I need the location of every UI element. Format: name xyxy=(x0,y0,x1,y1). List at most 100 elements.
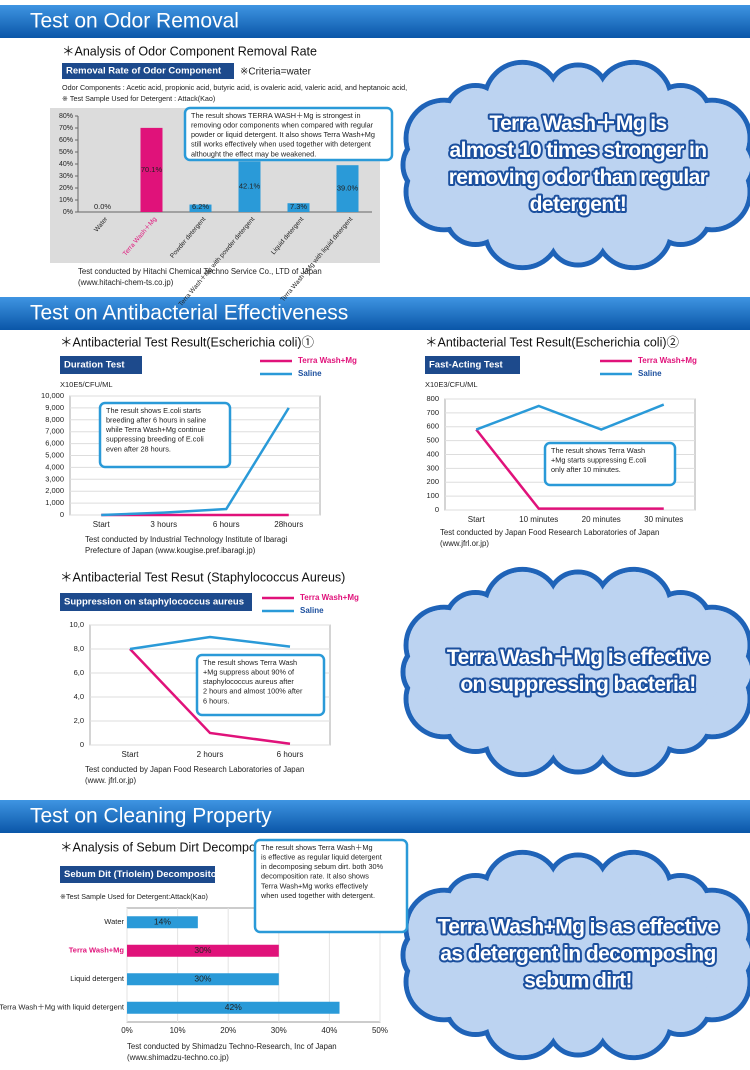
y-tick-label: 10,000 xyxy=(41,391,64,400)
y-tick-label: 3,000 xyxy=(45,474,64,483)
y-tick-label: 10,0 xyxy=(69,620,84,629)
value-label: 42.1% xyxy=(239,182,261,191)
source-text: Test conducted by Shimadzu Techno-Resear… xyxy=(127,1042,337,1051)
y-tick-label: 200 xyxy=(426,477,439,486)
cloud-text: almost 10 times stronger in xyxy=(450,139,707,162)
legend-label: Terra Wash+Mg xyxy=(638,356,697,365)
section-title: Test on Cleaning Property xyxy=(30,805,272,828)
y-tick-label: 70% xyxy=(59,125,73,132)
y-tick-label: 500 xyxy=(426,436,439,445)
source-text: Test conducted by Japan Food Research La… xyxy=(440,528,659,537)
bar xyxy=(189,204,212,212)
x-tick-label: 10 minutes xyxy=(519,515,558,524)
y-tick-label: 700 xyxy=(426,408,439,417)
chart-heading: ＊Antibacterial Test Result(Escherichia c… xyxy=(425,335,680,349)
annotation-text: suppressing breeding of E.coli xyxy=(106,435,204,444)
y-tick-label: 0% xyxy=(63,209,73,216)
criteria: ※Criteria=water xyxy=(240,67,312,78)
cloud xyxy=(400,849,750,1061)
series-line xyxy=(129,635,291,651)
x-tick-label: 30% xyxy=(271,1026,287,1035)
section-header xyxy=(0,297,750,330)
cloud xyxy=(400,59,750,271)
bar xyxy=(127,916,198,929)
x-tick-label: 0% xyxy=(121,1026,133,1035)
bar xyxy=(238,161,261,212)
x-tick-label: 6 hours xyxy=(277,750,304,759)
legend-label: Saline xyxy=(298,369,322,378)
chart-heading: ＊Analysis of Odor Component Removal Rate xyxy=(62,44,317,58)
y-tick-label: 20% xyxy=(59,185,73,192)
y-tick-label: 6,000 xyxy=(45,439,64,448)
y-tick-label: 40% xyxy=(59,161,73,168)
chart-label-box xyxy=(60,593,252,611)
note: ※ Test Sample Used for Detergent : Attac… xyxy=(62,94,215,103)
y-tick-label: 800 xyxy=(426,394,439,403)
annotation-text: The result shows Terra Wash xyxy=(551,446,645,455)
annotation-text: in decomposing sebum dirt. both 30% xyxy=(261,862,384,871)
annotation-text: Terra Wash+Mg works effectively xyxy=(261,881,368,890)
bar xyxy=(127,973,279,986)
legend-label: Terra Wash+Mg xyxy=(300,593,359,602)
y-tick-label: 50% xyxy=(59,149,73,156)
annotation-text: only after 10 minutes. xyxy=(551,465,621,474)
annotation-box xyxy=(98,401,232,469)
y-tick-label: 9,000 xyxy=(45,403,64,412)
x-tick-label: Start xyxy=(93,520,111,529)
value-label: 70.1% xyxy=(141,165,163,174)
x-tick-label: 2 hours xyxy=(197,750,224,759)
chart-label-box xyxy=(425,356,520,374)
annotation-text: althought the effect may be weakened. xyxy=(191,149,316,158)
cloud-text: sebum dirt! xyxy=(524,970,632,993)
annotation-text: removing odor components when compared w… xyxy=(191,121,374,130)
x-tick-label: 40% xyxy=(321,1026,337,1035)
note: Odor Components : Acetic acid, propionic… xyxy=(62,83,407,92)
chart-label: Suppression on staphylococcus aureus xyxy=(64,597,244,608)
bar xyxy=(336,165,359,212)
value-label: 0.0% xyxy=(94,202,111,211)
y-tick-label: 8,000 xyxy=(45,415,64,424)
source-text: Test conducted by Hitachi Chemical Techn… xyxy=(78,267,322,276)
cloud-text: as detergent in decomposing xyxy=(440,943,716,966)
annotation-box xyxy=(253,838,409,934)
y-tick-label: 2,0 xyxy=(74,716,84,725)
y-tick-label: 8,0 xyxy=(74,644,84,653)
cloud-body xyxy=(433,95,723,235)
cloud xyxy=(400,566,750,778)
chart-label: Fast-Acting Test xyxy=(429,360,504,371)
cloud-text: removing odor than regular xyxy=(449,166,708,189)
y-tick-label: 80% xyxy=(59,113,73,120)
category-label: Water xyxy=(104,917,124,926)
cloud-body xyxy=(433,885,723,1025)
chart-label: Sebum Dit (Triolein) Decompositon Rate xyxy=(64,869,246,880)
value-label: 39.0% xyxy=(337,184,359,193)
cloud-text: Terra Wash+Mg is as effective xyxy=(438,916,719,939)
category-label: Terra Wash+Mg xyxy=(69,946,125,955)
source-text: (www.jfrl.or.jp) xyxy=(440,539,489,548)
source-text: Test conducted by Industrial Technology … xyxy=(85,535,288,544)
annotation-text: The result shows TERRA WASH＋Mg is strong… xyxy=(191,111,361,120)
unit-label: X10E3/CFU/ML xyxy=(425,380,478,389)
y-tick-label: 1,000 xyxy=(45,498,64,507)
x-tick-label: Start xyxy=(122,750,140,759)
cloud-text: Terra Wash＋Mg is effective xyxy=(447,646,709,669)
value-label: 30% xyxy=(194,945,211,955)
annotation-text: +Mg suppress about 90% of xyxy=(203,668,295,677)
annotation-text: even after 28 hours. xyxy=(106,444,171,453)
y-tick-label: 300 xyxy=(426,463,439,472)
cloud-text: Terra Wash＋Mg is xyxy=(489,112,666,135)
unit-label: X10E5/CFU/ML xyxy=(60,380,113,389)
x-tick-label: 30 minutes xyxy=(644,515,683,524)
series-line xyxy=(475,403,665,431)
annotation-text: 6 hours. xyxy=(203,696,229,705)
annotation-text: when used together with detergent. xyxy=(260,891,375,900)
chart-label-box xyxy=(60,866,215,883)
y-tick-label: 10% xyxy=(59,197,73,204)
source-text: (www.hitachi-chem-ts.co.jp) xyxy=(78,278,174,287)
y-tick-label: 6,0 xyxy=(74,668,84,677)
source-text: Test conducted by Japan Food Research La… xyxy=(85,765,304,774)
annotation-box xyxy=(543,441,677,487)
y-tick-label: 100 xyxy=(426,491,439,500)
chart-label-box xyxy=(60,356,142,374)
